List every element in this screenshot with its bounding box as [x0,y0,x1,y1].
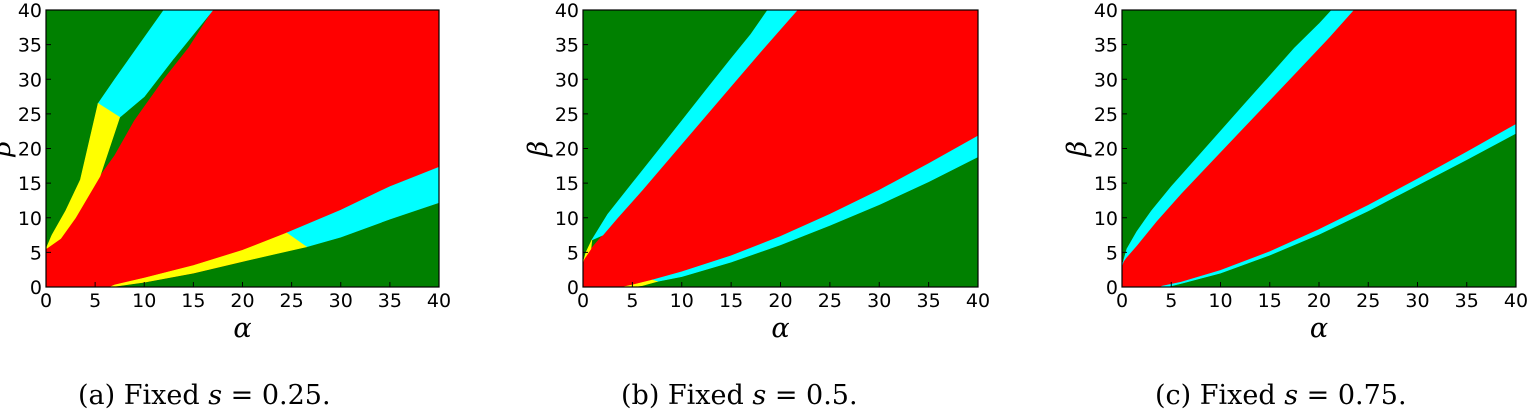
region-lower-cyan [286,166,439,248]
y-tick-label: 15 [18,173,42,195]
x-tick-label: 5 [89,290,101,312]
y-tick-label: 35 [555,35,579,57]
x-tick-label: 30 [329,290,353,312]
y-tick-label: 20 [555,139,579,161]
y-tick-label: 20 [1094,139,1118,161]
region-upper-cyan [591,10,798,241]
y-tick-label: 10 [18,208,42,230]
y-tick-label: 25 [555,104,579,126]
x-tick-label: 20 [1307,290,1331,312]
y-tick-label: 5 [1106,242,1118,264]
x-tick-label: 15 [1258,290,1282,312]
x-tick-label: 15 [719,290,743,312]
x-tick-label: 25 [1356,290,1380,312]
x-tick-label: 30 [867,290,891,312]
region-lower-cyan [650,135,978,282]
x-tick-label: 20 [230,290,254,312]
x-axis-label: α [1310,313,1328,344]
x-tick-label: 40 [966,290,990,312]
y-tick-label: 35 [1094,35,1118,57]
x-tick-label: 40 [1504,290,1528,312]
region-lower-yellow [109,232,308,287]
y-tick-label: 15 [555,173,579,195]
x-tick-label: 20 [768,290,792,312]
y-axis-label: β [523,141,554,158]
x-axis-label: α [771,313,789,344]
y-tick-label: 30 [555,69,579,91]
y-tick-label: 0 [30,277,42,299]
chart-panel-b: 0 5 10 15 20 25 30 35 40 0 5 10 15 20 25 30 35 40 α β (b) Fi… [523,0,990,411]
x-tick-label: 35 [917,290,941,312]
y-tick-label: 5 [567,242,579,264]
y-tick-label: 25 [18,104,42,126]
plot-area [583,10,978,287]
y-tick-label: 15 [1094,173,1118,195]
region-upper-cyan [97,10,214,118]
x-tick-label: 30 [1405,290,1429,312]
x-tick-label: 15 [181,290,205,312]
x-tick-label: 10 [1208,290,1232,312]
x-axis-label: α [233,313,251,344]
x-tick-label: 35 [378,290,402,312]
y-tick-label: 30 [18,69,42,91]
panel-caption: (c) Fixed s = 0.75. [1155,380,1407,411]
y-tick-label: 5 [30,242,42,264]
x-tick-label: 35 [1455,290,1479,312]
y-tick-label: 40 [18,0,42,22]
panel-caption: (b) Fixed s = 0.5. [621,380,858,411]
plot-area [1122,10,1516,287]
plot-area [46,10,439,287]
x-tick-label: 10 [670,290,694,312]
x-tick-label: 25 [818,290,842,312]
y-axis-label: β [0,141,17,158]
x-tick-label: 0 [1116,290,1128,312]
x-tick-label: 40 [427,290,451,312]
y-tick-label: 30 [1094,69,1118,91]
y-tick-label: 25 [1094,104,1118,126]
chart-panel-a: 0 5 10 15 20 25 30 35 40 0 5 10 15 20 25 30 35 40 α β (a) Fi… [0,0,451,411]
y-tick-label: 0 [1106,277,1118,299]
x-tick-label: 5 [626,290,638,312]
region-upper-yellow [46,103,121,250]
y-tick-label: 10 [1094,208,1118,230]
y-axis-label: β [1062,141,1093,158]
y-tick-label: 35 [18,35,42,57]
x-tick-label: 0 [577,290,589,312]
x-tick-label: 25 [280,290,304,312]
panel-caption: (a) Fixed s = 0.25. [78,380,331,411]
y-tick-label: 40 [1094,0,1118,22]
region-lower-cyan [1161,123,1516,287]
x-tick-label: 10 [132,290,156,312]
y-tick-label: 10 [555,208,579,230]
chart-panel-c: 0 5 10 15 20 25 30 35 40 0 5 10 15 20 25 30 35 40 α β (c) Fi… [1062,0,1528,411]
y-tick-label: 40 [555,0,579,22]
region-upper-yellow [583,239,593,263]
y-tick-label: 0 [567,277,579,299]
y-tick-label: 20 [18,139,42,161]
x-tick-label: 5 [1165,290,1177,312]
region-upper-cyan [1122,10,1354,267]
x-tick-label: 0 [40,290,52,312]
